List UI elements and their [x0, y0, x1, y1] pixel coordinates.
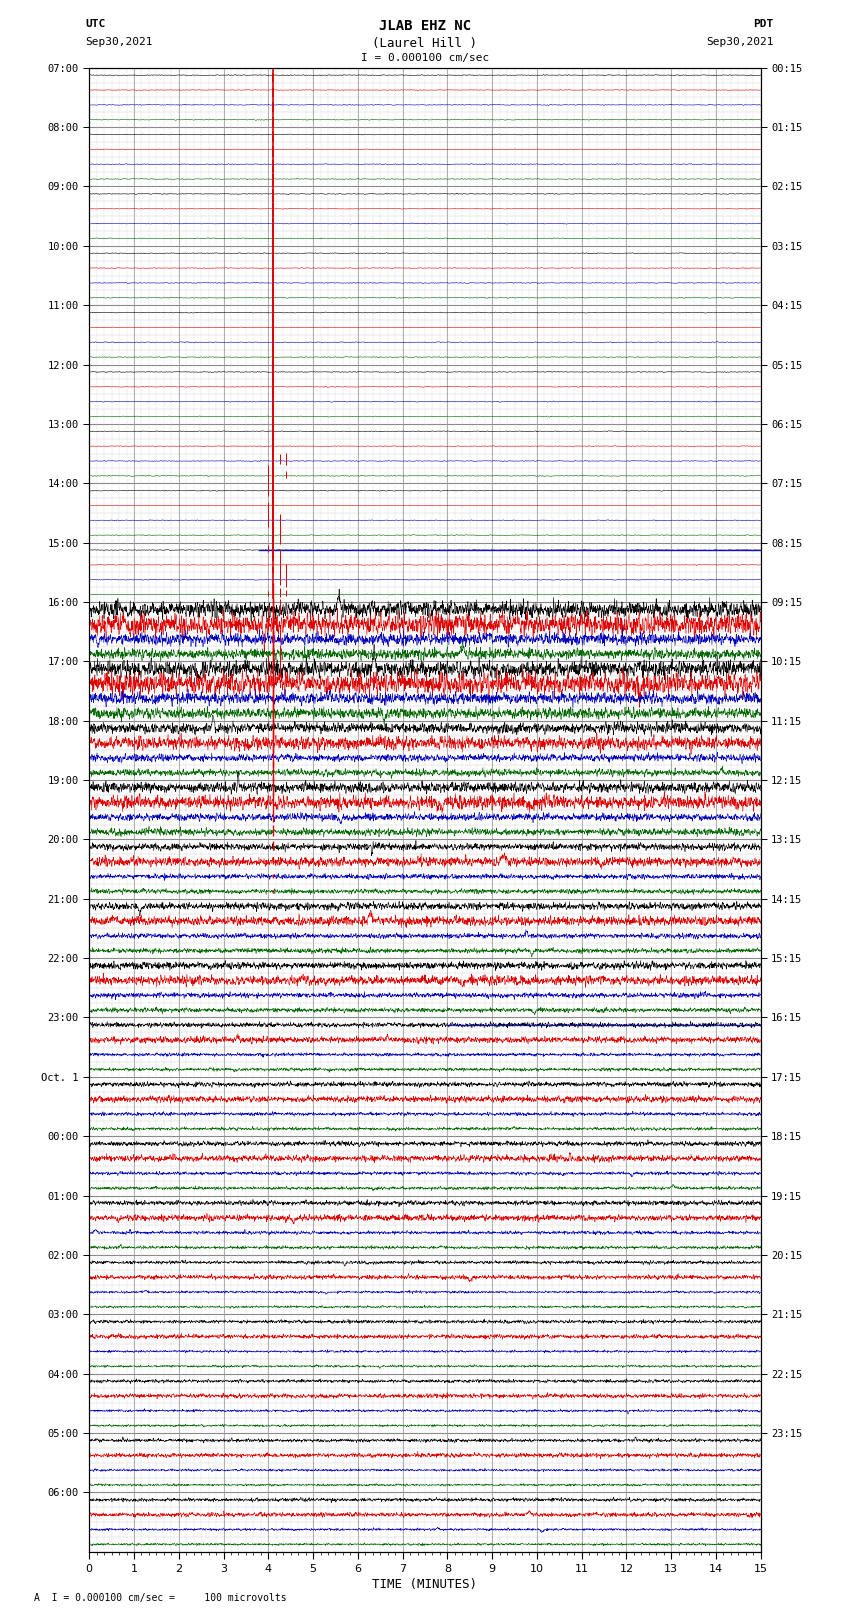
X-axis label: TIME (MINUTES): TIME (MINUTES) — [372, 1578, 478, 1590]
Text: A  I = 0.000100 cm/sec =     100 microvolts: A I = 0.000100 cm/sec = 100 microvolts — [34, 1594, 286, 1603]
Text: Sep30,2021: Sep30,2021 — [85, 37, 152, 47]
Text: Sep30,2021: Sep30,2021 — [706, 37, 774, 47]
Text: PDT: PDT — [753, 19, 774, 29]
Text: (Laurel Hill ): (Laurel Hill ) — [372, 37, 478, 50]
Text: JLAB EHZ NC: JLAB EHZ NC — [379, 19, 471, 34]
Text: UTC: UTC — [85, 19, 105, 29]
Text: I = 0.000100 cm/sec: I = 0.000100 cm/sec — [361, 53, 489, 63]
